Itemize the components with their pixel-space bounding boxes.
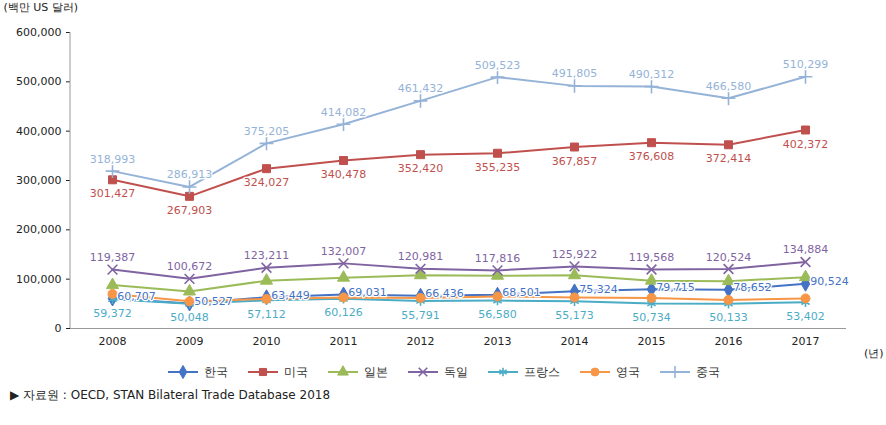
html-text:프랑스: 프랑스	[524, 364, 560, 379]
html-text:미국: 미국	[284, 364, 308, 379]
svg-text:491,805: 491,805	[552, 67, 598, 80]
svg-text:68,501: 68,501	[502, 286, 541, 299]
svg-text:200,000: 200,000	[16, 223, 62, 236]
svg-text:355,235: 355,235	[475, 161, 521, 174]
html-text:일본: 일본	[364, 364, 388, 379]
svg-text:100,000: 100,000	[16, 273, 62, 286]
svg-text:2017: 2017	[792, 335, 820, 348]
svg-text:0: 0	[55, 322, 62, 335]
svg-text:2015: 2015	[638, 335, 666, 348]
svg-text:50,527: 50,527	[194, 295, 233, 308]
svg-text:2010: 2010	[253, 335, 281, 348]
svg-text:300,000: 300,000	[16, 174, 62, 187]
svg-text:50,048: 50,048	[170, 311, 209, 324]
svg-text:340,478: 340,478	[321, 168, 367, 181]
svg-text:134,884: 134,884	[783, 243, 829, 256]
svg-text:125,922: 125,922	[552, 248, 598, 261]
svg-text:286,913: 286,913	[167, 168, 213, 181]
svg-text:123,211: 123,211	[244, 249, 290, 262]
svg-text:100,672: 100,672	[167, 260, 213, 273]
svg-text:372,414: 372,414	[706, 152, 752, 165]
svg-text:510,299: 510,299	[783, 58, 829, 71]
svg-text:59,372: 59,372	[93, 307, 132, 320]
svg-text:2013: 2013	[484, 335, 512, 348]
svg-text:55,791: 55,791	[401, 308, 440, 321]
html-text:한국: 한국	[204, 364, 228, 379]
html-text:▶ 자료원 : OECD, STAN Bilateral T: ▶ 자료원 : OECD, STAN Bilateral Trade Datab…	[10, 388, 331, 402]
svg-text:2011: 2011	[330, 335, 358, 348]
svg-text:318,993: 318,993	[90, 153, 136, 166]
svg-text:55,173: 55,173	[555, 309, 594, 322]
svg-text:2008: 2008	[99, 335, 127, 348]
svg-text:490,312: 490,312	[629, 68, 675, 81]
svg-text:120,981: 120,981	[398, 250, 444, 263]
svg-text:60,126: 60,126	[324, 306, 363, 319]
svg-text:57,112: 57,112	[247, 308, 286, 321]
svg-text:267,903: 267,903	[167, 204, 213, 217]
svg-text:2012: 2012	[407, 335, 435, 348]
svg-text:50,133: 50,133	[709, 311, 748, 324]
svg-text:119,568: 119,568	[629, 251, 675, 264]
svg-text:509,523: 509,523	[475, 59, 521, 72]
html-text:중국: 중국	[696, 364, 720, 379]
svg-text:461,432: 461,432	[398, 82, 444, 95]
svg-text:(백만 US 달러): (백만 US 달러)	[4, 1, 79, 14]
svg-text:53,402: 53,402	[786, 310, 825, 323]
html-text:독일: 독일	[444, 364, 468, 379]
svg-text:367,857: 367,857	[552, 155, 598, 168]
svg-text:66,436: 66,436	[425, 287, 464, 300]
svg-text:120,524: 120,524	[706, 251, 752, 264]
svg-text:2014: 2014	[561, 335, 589, 348]
svg-text:2016: 2016	[715, 335, 743, 348]
svg-text:79,715: 79,715	[656, 281, 695, 294]
svg-text:352,420: 352,420	[398, 162, 444, 175]
svg-text:90,524: 90,524	[810, 275, 849, 288]
svg-text:414,082: 414,082	[321, 106, 367, 119]
html-text:영국: 영국	[616, 364, 640, 379]
svg-text:324,027: 324,027	[244, 176, 290, 189]
svg-text:132,007: 132,007	[321, 245, 367, 258]
svg-text:78,652: 78,652	[733, 281, 772, 294]
svg-text:(년): (년)	[864, 347, 884, 360]
svg-text:376,608: 376,608	[629, 150, 675, 163]
svg-text:56,580: 56,580	[478, 308, 517, 321]
svg-text:69,031: 69,031	[348, 286, 387, 299]
svg-text:375,205: 375,205	[244, 125, 290, 138]
svg-text:2009: 2009	[176, 335, 204, 348]
svg-text:50,734: 50,734	[632, 311, 671, 324]
svg-text:117,816: 117,816	[475, 252, 521, 265]
svg-text:400,000: 400,000	[16, 125, 62, 138]
svg-text:60,707: 60,707	[117, 290, 156, 303]
svg-text:75,324: 75,324	[579, 283, 618, 296]
svg-text:600,000: 600,000	[16, 26, 62, 39]
svg-text:119,387: 119,387	[90, 251, 136, 264]
svg-text:63,449: 63,449	[271, 289, 310, 302]
svg-text:402,372: 402,372	[783, 138, 829, 151]
svg-text:466,580: 466,580	[706, 80, 752, 93]
svg-text:301,427: 301,427	[90, 187, 136, 200]
svg-text:500,000: 500,000	[16, 75, 62, 88]
